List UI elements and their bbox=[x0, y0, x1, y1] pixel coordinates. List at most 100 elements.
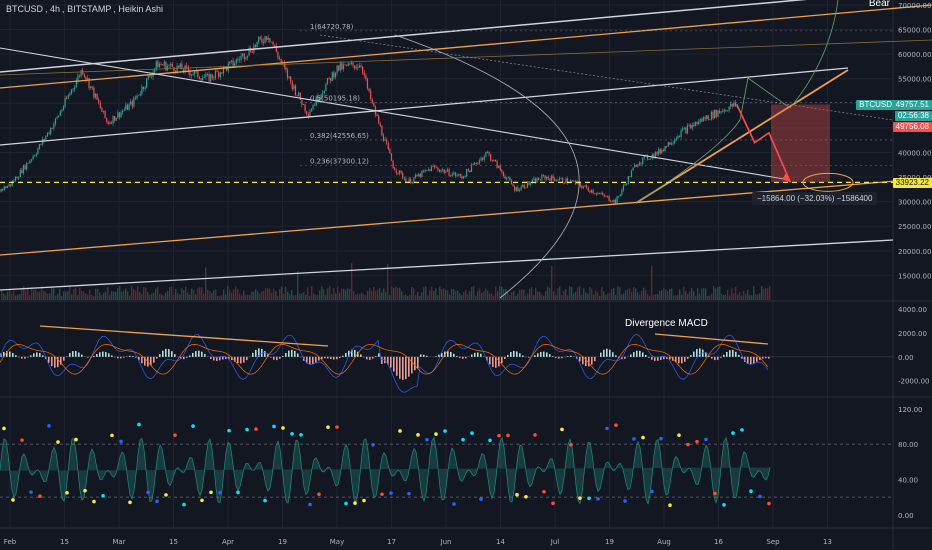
chart-style-label[interactable]: Heikin Ashi bbox=[118, 4, 163, 14]
macd-histogram-bar bbox=[750, 356, 752, 365]
projection-arrowhead bbox=[782, 173, 791, 183]
candle-body bbox=[318, 99, 321, 102]
volume-bar bbox=[697, 288, 699, 300]
macd-histogram-bar bbox=[408, 356, 410, 377]
macd-histogram-bar bbox=[75, 351, 77, 357]
macd-histogram-bar bbox=[609, 349, 611, 357]
candle-body bbox=[50, 128, 52, 134]
candle-body bbox=[155, 61, 157, 69]
candle-body bbox=[261, 38, 263, 43]
macd-histogram-bar bbox=[489, 356, 491, 365]
volume-bar bbox=[233, 289, 235, 300]
candle-body bbox=[672, 142, 674, 144]
volume-bar bbox=[551, 265, 553, 300]
macd-histogram-bar bbox=[654, 356, 656, 361]
volume-bar bbox=[309, 295, 311, 300]
candle-body bbox=[360, 65, 362, 67]
oscillator-dot bbox=[614, 423, 618, 427]
macd-histogram-bar bbox=[555, 356, 557, 358]
macd-histogram-bar bbox=[741, 356, 743, 359]
candle-body bbox=[520, 186, 522, 190]
candle-body bbox=[336, 65, 338, 74]
volume-bar bbox=[307, 287, 309, 300]
candle-body bbox=[366, 78, 369, 89]
macd-histogram-bar bbox=[267, 354, 269, 357]
candle-body bbox=[536, 178, 538, 183]
volume-bar bbox=[565, 289, 567, 300]
time-axis-tick: Feb bbox=[4, 538, 17, 546]
volume-bar bbox=[393, 288, 395, 300]
candle-body bbox=[262, 42, 265, 43]
macd-histogram-bar bbox=[381, 356, 383, 364]
candle-body bbox=[384, 139, 386, 141]
time-axis-tick: 16 bbox=[714, 538, 723, 546]
macd-histogram-bar bbox=[120, 356, 122, 359]
candle-body bbox=[552, 175, 554, 179]
volume-bar bbox=[525, 295, 527, 300]
candle-body bbox=[139, 93, 141, 96]
candle-body bbox=[381, 125, 383, 136]
candle-body bbox=[88, 78, 90, 89]
oscillator-line bbox=[0, 436, 771, 505]
volume-bar bbox=[241, 295, 243, 300]
oscillator-dot bbox=[101, 493, 105, 498]
candle-body bbox=[634, 164, 636, 168]
candle-body bbox=[125, 104, 127, 110]
volume-bar bbox=[615, 294, 617, 300]
candle-body bbox=[397, 172, 399, 174]
candle-body bbox=[181, 63, 183, 70]
candle-body bbox=[462, 176, 465, 179]
candle-body bbox=[474, 162, 476, 165]
candle-body bbox=[608, 196, 610, 201]
macd-histogram-bar bbox=[183, 356, 185, 360]
candle-body bbox=[254, 45, 257, 47]
candle-body bbox=[74, 87, 76, 89]
macd-histogram-bar bbox=[387, 356, 389, 365]
macd-histogram-bar bbox=[582, 356, 584, 365]
candle-body bbox=[86, 78, 89, 80]
price-axis-tick: 40000.00 bbox=[898, 149, 931, 157]
candle-body bbox=[691, 124, 693, 129]
interval-label[interactable]: 4h bbox=[50, 4, 61, 14]
macd-histogram-bar bbox=[735, 351, 737, 357]
candle-body bbox=[616, 196, 618, 204]
oscillator-dot bbox=[308, 502, 312, 507]
macd-histogram-bar bbox=[585, 356, 587, 367]
oscillator-axis-tick: 120.00 bbox=[898, 406, 923, 414]
volume-bar bbox=[245, 295, 247, 300]
oscillator-dot bbox=[317, 492, 321, 497]
macd-histogram-bar bbox=[111, 355, 113, 357]
candle-body bbox=[306, 111, 308, 115]
candle-body bbox=[362, 66, 364, 73]
candle-body bbox=[259, 37, 261, 39]
candle-body bbox=[85, 76, 87, 80]
volume-bar bbox=[295, 295, 297, 300]
oscillator-dot bbox=[47, 424, 51, 428]
macd-histogram-bar bbox=[522, 355, 524, 357]
macd-histogram-bar bbox=[30, 355, 32, 357]
macd-histogram-bar bbox=[753, 356, 755, 364]
candle-body bbox=[643, 155, 645, 158]
volume-bar bbox=[439, 286, 441, 300]
macd-divergence-line-left bbox=[39, 325, 329, 347]
volume-bar bbox=[31, 287, 33, 300]
volume-bar bbox=[629, 288, 631, 300]
candle-body bbox=[90, 86, 92, 89]
volume-bar bbox=[259, 293, 261, 300]
candle-body bbox=[26, 162, 28, 170]
volume-bar bbox=[47, 293, 49, 300]
macd-histogram-bar bbox=[123, 356, 125, 358]
candle-body bbox=[219, 72, 221, 77]
candle-body bbox=[69, 93, 71, 96]
candle-body bbox=[494, 159, 497, 162]
candle-body bbox=[102, 110, 105, 112]
macd-histogram-bar bbox=[423, 354, 425, 357]
time-axis-tick: Mar bbox=[112, 538, 125, 546]
oscillator-dot bbox=[560, 427, 564, 432]
candle-body bbox=[197, 70, 199, 78]
volume-bar bbox=[769, 286, 771, 300]
macd-histogram-bar bbox=[714, 356, 716, 361]
volume-bar bbox=[269, 288, 271, 300]
macd-histogram-bar bbox=[360, 354, 362, 357]
volume-bar bbox=[483, 291, 485, 300]
